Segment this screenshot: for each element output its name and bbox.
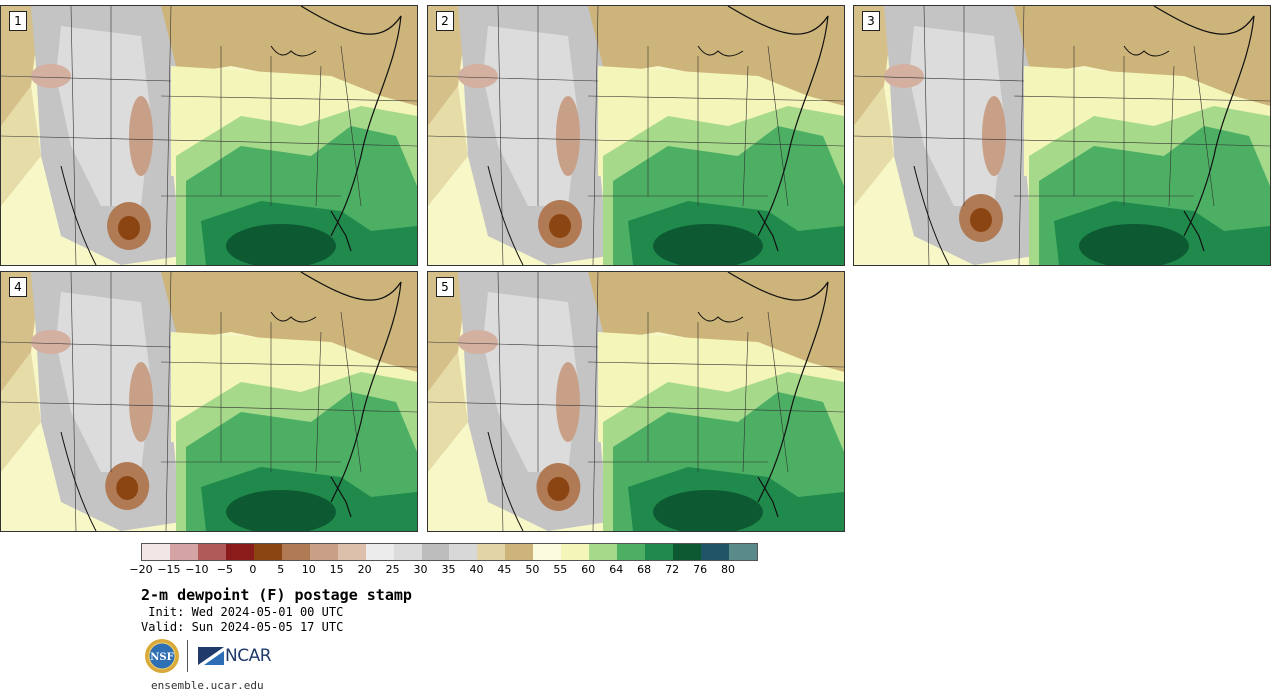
- panel-number-label: 3: [862, 11, 880, 31]
- dewpoint-map: [428, 272, 844, 531]
- colorbar-bin: [337, 544, 366, 560]
- colorbar-tick-label: 15: [329, 563, 344, 576]
- chart-title: 2-m dewpoint (F) postage stamp: [141, 586, 412, 604]
- colorbar-bin: [561, 544, 590, 560]
- colorbar-tick-label: 20: [357, 563, 372, 576]
- valid-time: Valid: Sun 2024-05-05 17 UTC: [141, 620, 344, 634]
- colorbar-bin: [449, 544, 478, 560]
- dewpoint-map: [428, 6, 844, 265]
- colorbar-bin: [505, 544, 534, 560]
- svg-text:NSF: NSF: [150, 652, 173, 663]
- colorbar-tick-label: 76: [693, 563, 708, 576]
- nsf-logo[interactable]: NSF: [144, 638, 180, 674]
- panel-number-label: 4: [9, 277, 27, 297]
- colorbar-tick-labels: −20 −15 −10 −5 0 5 10 15 20 25 30 35 40 45 50 55 60 64 68 7…: [129, 563, 789, 577]
- footer-url[interactable]: ensemble.ucar.edu: [151, 679, 264, 692]
- logo-divider: [187, 640, 188, 672]
- panel-number-label: 1: [9, 11, 27, 31]
- ncar-logo-text: NCAR: [225, 646, 272, 666]
- colorbar-tick-label: 64: [609, 563, 624, 576]
- colorbar-bin: [477, 544, 506, 560]
- colorbar-tick-label: 45: [497, 563, 512, 576]
- colorbar-bin: [169, 544, 198, 560]
- colorbar-tick-label: −20: [129, 563, 153, 576]
- colorbar-tick-label: 35: [441, 563, 456, 576]
- map-panel-4[interactable]: 4: [0, 271, 418, 532]
- colorbar-bin: [645, 544, 674, 560]
- dewpoint-map: [1, 6, 417, 265]
- colorbar-bin: [673, 544, 702, 560]
- colorbar-tick-label: 10: [301, 563, 316, 576]
- colorbar-tick-label: −15: [157, 563, 181, 576]
- colorbar-bin: [309, 544, 338, 560]
- colorbar-bin: [197, 544, 226, 560]
- colorbar-tick-label: 25: [385, 563, 400, 576]
- colorbar-tick-label: 72: [665, 563, 680, 576]
- colorbar-bin: [589, 544, 618, 560]
- colorbar-bin: [253, 544, 282, 560]
- panel-number-label: 5: [436, 277, 454, 297]
- dewpoint-map: [854, 6, 1270, 265]
- map-panel-5[interactable]: 5: [427, 271, 845, 532]
- map-panel-1[interactable]: 1: [0, 5, 418, 266]
- colorbar-tick-label: 55: [553, 563, 568, 576]
- colorbar-bin: [421, 544, 450, 560]
- colorbar-bin: [365, 544, 394, 560]
- colorbar-tick-label: 50: [525, 563, 540, 576]
- map-panel-2[interactable]: 2: [427, 5, 845, 266]
- colorbar-tick-label: 60: [581, 563, 596, 576]
- colorbar-bin: [617, 544, 646, 560]
- init-time: Init: Wed 2024-05-01 00 UTC: [141, 605, 344, 619]
- colorbar-bin: [393, 544, 422, 560]
- colorbar-tick-label: 68: [637, 563, 652, 576]
- colorbar-bin: [281, 544, 310, 560]
- colorbar-bin: [533, 544, 562, 560]
- map-panel-3[interactable]: 3: [853, 5, 1271, 266]
- colorbar-bin: [225, 544, 254, 560]
- colorbar-tick-label: −5: [216, 563, 233, 576]
- colorbar-tick-label: 30: [413, 563, 428, 576]
- colorbar-tick-label: −10: [185, 563, 209, 576]
- colorbar-tick-label: 40: [469, 563, 484, 576]
- colorbar: [141, 543, 758, 561]
- dewpoint-map: [1, 272, 417, 531]
- colorbar-tick-label: 0: [249, 563, 257, 576]
- colorbar-bin: [142, 544, 170, 560]
- ncar-logo[interactable]: [196, 643, 276, 669]
- colorbar-bin: [701, 544, 730, 560]
- colorbar-bin: [729, 544, 757, 560]
- colorbar-tick-label: 5: [277, 563, 285, 576]
- panel-number-label: 2: [436, 11, 454, 31]
- colorbar-tick-label: 80: [721, 563, 736, 576]
